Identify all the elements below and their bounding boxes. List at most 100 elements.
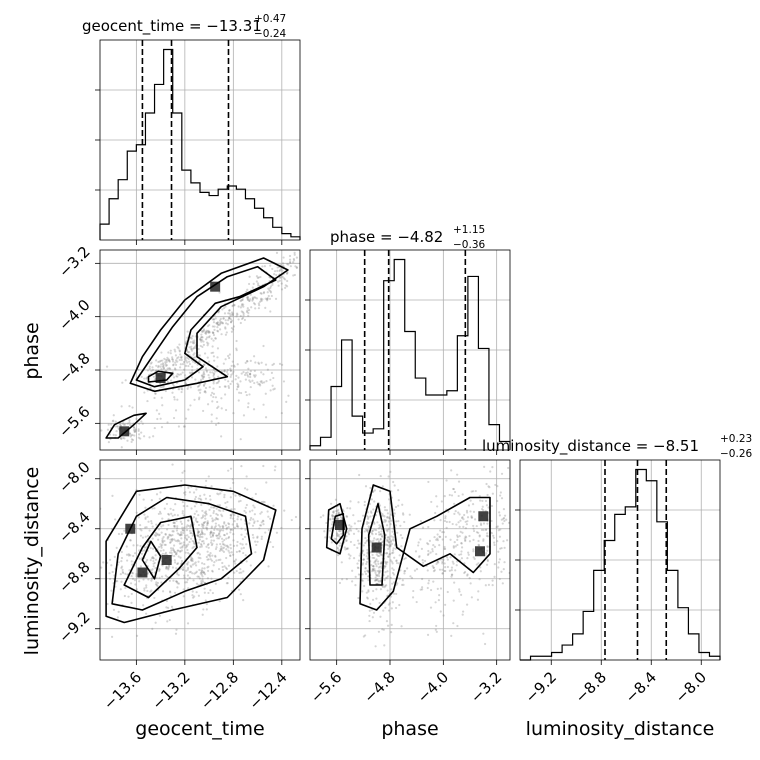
sample-point [161, 365, 164, 368]
sample-point [294, 515, 298, 519]
sample-point [216, 326, 219, 329]
sample-point [160, 531, 163, 534]
sample-point [435, 552, 438, 556]
sample-point [193, 595, 196, 598]
sample-point [252, 374, 256, 377]
sample-point [235, 339, 238, 343]
sample-point [193, 572, 196, 575]
sample-point [449, 556, 452, 559]
sample-point [239, 518, 243, 521]
sample-point [361, 563, 364, 566]
sample-point [216, 406, 219, 410]
sample-point [255, 543, 258, 547]
sample-point [243, 318, 246, 322]
sample-point [202, 383, 206, 386]
sample-point [374, 571, 377, 574]
sample-point [221, 549, 224, 552]
sample-point [203, 581, 206, 585]
sample-point [160, 545, 163, 548]
sample-point [193, 398, 196, 401]
sample-point [151, 525, 154, 528]
sample-point [444, 569, 447, 573]
sample-point [178, 533, 182, 537]
sample-point [372, 490, 375, 493]
sample-point [204, 512, 208, 515]
sample-point [250, 306, 253, 309]
sample-point [205, 603, 208, 606]
sample-point [251, 299, 254, 302]
sample-point [174, 359, 178, 362]
sample-point [247, 282, 251, 286]
sample-point [443, 545, 446, 549]
sample-point [153, 378, 156, 381]
sample-point [282, 256, 285, 259]
sample-point [190, 507, 193, 510]
sample-point [206, 521, 209, 525]
sample-point [202, 340, 205, 343]
sample-point [197, 497, 200, 500]
sample-point [211, 345, 214, 348]
sample-point [387, 609, 391, 612]
sample-point [154, 583, 158, 586]
sample-point [180, 522, 183, 525]
sample-point [189, 531, 192, 535]
sample-point [199, 344, 202, 348]
sample-point [269, 517, 272, 520]
sample-point [126, 422, 129, 425]
sample-point [200, 340, 203, 343]
sample-point [370, 498, 374, 501]
sample-point [201, 377, 205, 380]
sample-point [195, 517, 198, 520]
sample-point [203, 533, 206, 536]
sample-point [239, 314, 242, 318]
sample-point [218, 533, 221, 536]
sample-point [456, 473, 459, 476]
sample-point [215, 534, 218, 537]
sample-point [389, 544, 392, 547]
sample-point [187, 351, 190, 354]
sample-point [479, 570, 482, 573]
sample-point [248, 299, 251, 303]
sample-point [372, 565, 375, 568]
sample-point [368, 619, 371, 623]
sample-point [363, 500, 366, 503]
sample-point [217, 311, 220, 314]
sample-point [154, 531, 158, 535]
x-tick-label-luminosity_distance: −8.4 [622, 668, 660, 706]
sample-point [186, 578, 189, 581]
sample-point [369, 486, 372, 490]
sample-point [199, 533, 202, 536]
sample-point [201, 575, 204, 578]
sample-point [155, 576, 158, 579]
sample-point [330, 541, 333, 544]
sample-point [444, 566, 447, 569]
sample-point [220, 513, 223, 516]
sample-point [154, 558, 158, 561]
sample-point [245, 393, 248, 397]
sample-point [142, 498, 145, 501]
sample-point [218, 323, 221, 326]
sample-point [387, 498, 391, 501]
sample-point [159, 365, 162, 368]
sample-point [384, 565, 387, 568]
sample-point [489, 470, 492, 473]
sample-point [249, 518, 252, 522]
sample-point [161, 540, 164, 543]
sample-point [232, 412, 235, 415]
sample-point [481, 499, 484, 503]
sample-point [389, 544, 392, 548]
sample-point [216, 347, 220, 350]
sample-point [436, 539, 439, 542]
sample-point [377, 572, 380, 575]
sample-point [462, 525, 465, 528]
sample-point [427, 582, 430, 585]
sample-point [221, 526, 225, 529]
sample-point [394, 524, 397, 527]
sample-point [166, 367, 169, 370]
sample-point [170, 551, 173, 555]
sample-point [167, 606, 170, 610]
sample-point [430, 500, 433, 504]
sample-point [507, 521, 510, 524]
sample-point [165, 364, 168, 367]
sample-point [269, 540, 272, 544]
